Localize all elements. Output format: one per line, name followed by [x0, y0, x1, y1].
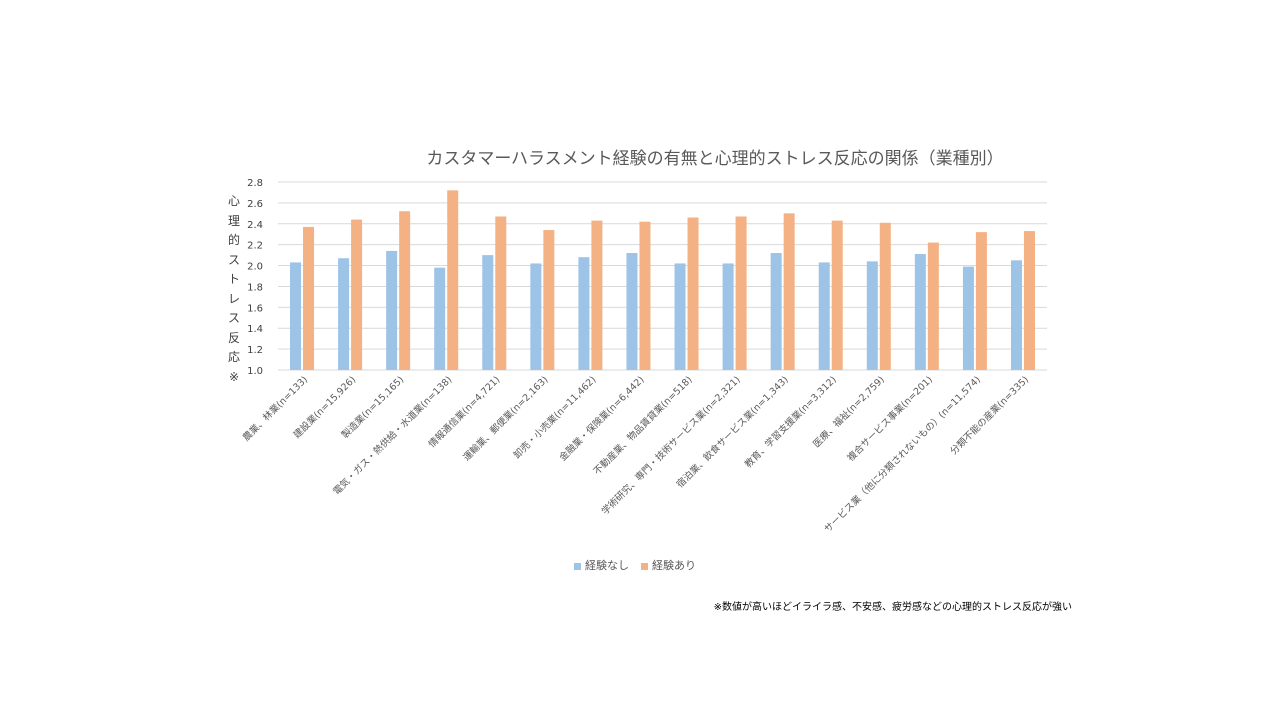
x-tick-label: 教育、学習支援業(n=3,312): [742, 374, 839, 471]
y-tick-label: 2.8: [247, 178, 263, 189]
y-axis-label-char: ※: [228, 369, 240, 384]
bar-no-experience: [866, 261, 878, 370]
bar-no-experience: [818, 262, 830, 370]
x-tick-label: 金融業・保険業(n=6,442): [557, 374, 647, 464]
x-tick-label: 運輸業、郵便業(n=2,163): [461, 374, 551, 464]
legend-item-experience: 経験あり: [641, 557, 696, 573]
bar-experience: [879, 222, 891, 370]
bar-no-experience: [530, 263, 542, 370]
y-axis-label-char: レ: [227, 291, 240, 306]
y-axis-label-char: ス: [227, 252, 240, 267]
y-tick-label: 1.0: [247, 366, 263, 377]
y-axis-label-char: 理: [227, 213, 240, 228]
bar-no-experience: [290, 262, 302, 370]
y-tick-label: 2.2: [247, 241, 263, 252]
y-tick-label: 1.6: [247, 303, 263, 314]
bar-no-experience: [434, 267, 446, 370]
y-axis-label: 心理的ストレス反応 ※: [226, 192, 242, 387]
bar-no-experience: [1010, 260, 1022, 370]
y-axis-label-char: ト: [227, 272, 240, 286]
bar-no-experience: [626, 253, 638, 370]
bar-no-experience: [962, 266, 974, 370]
bar-experience: [1023, 231, 1035, 370]
chart-title: カスタマーハラスメント経験の有無と心理的ストレス反応の関係（業種別）: [426, 149, 1004, 169]
y-axis-label-char: 的: [227, 233, 240, 247]
bar-experience: [783, 213, 795, 370]
bar-no-experience: [722, 263, 734, 370]
legend: 経験なし 経験あり: [574, 557, 696, 573]
bar-experience: [687, 217, 699, 370]
bar-no-experience: [914, 254, 926, 370]
bar-experience: [399, 211, 411, 370]
x-tick-label: 不動産業、物品賃貸業(n=518): [591, 374, 695, 478]
bar-no-experience: [578, 257, 590, 370]
y-tick-label: 1.4: [247, 324, 263, 335]
y-tick-label: 2.0: [247, 262, 263, 273]
bar-experience: [495, 216, 507, 370]
y-axis-label-char: ス: [227, 311, 240, 325]
bar-experience: [927, 242, 939, 370]
x-tick-label: 卸売・小売業(n=11,462): [511, 374, 598, 461]
y-tick-label: 1.8: [247, 282, 263, 293]
legend-item-no-experience: 経験なし: [574, 557, 629, 573]
y-axis-label-char: 応: [227, 350, 240, 364]
bar-experience: [639, 221, 651, 370]
bar-experience: [543, 230, 555, 370]
legend-label: 経験あり: [652, 559, 696, 572]
y-tick-label: 2.6: [247, 199, 263, 210]
bar-experience: [447, 190, 459, 370]
y-tick-label: 2.4: [247, 220, 263, 231]
legend-label: 経験なし: [585, 559, 629, 572]
bar-no-experience: [386, 250, 398, 370]
bar-experience: [351, 219, 363, 370]
bar-experience: [303, 226, 315, 370]
bar-no-experience: [770, 253, 782, 370]
bar-no-experience: [674, 263, 686, 370]
x-tick-label: 分類不能の産業(n=335): [948, 374, 1031, 457]
bar-experience: [975, 232, 987, 370]
y-axis-label-char: 心: [227, 194, 240, 208]
bar-experience: [591, 220, 603, 370]
bar-no-experience: [338, 258, 350, 370]
x-tick-label: 複合サービス事業(n=201): [845, 374, 935, 464]
y-tick-label: 1.2: [247, 345, 263, 356]
legend-swatch: [641, 562, 648, 570]
bar-experience: [831, 220, 843, 370]
y-axis-label-char: 反: [227, 330, 240, 345]
bar-no-experience: [482, 255, 494, 370]
bar-experience: [735, 216, 747, 370]
legend-swatch: [574, 562, 581, 570]
footnote: ※数値が高いほどイライラ感、不安感、疲労感などの心理的ストレス反応が強い: [713, 602, 1072, 613]
